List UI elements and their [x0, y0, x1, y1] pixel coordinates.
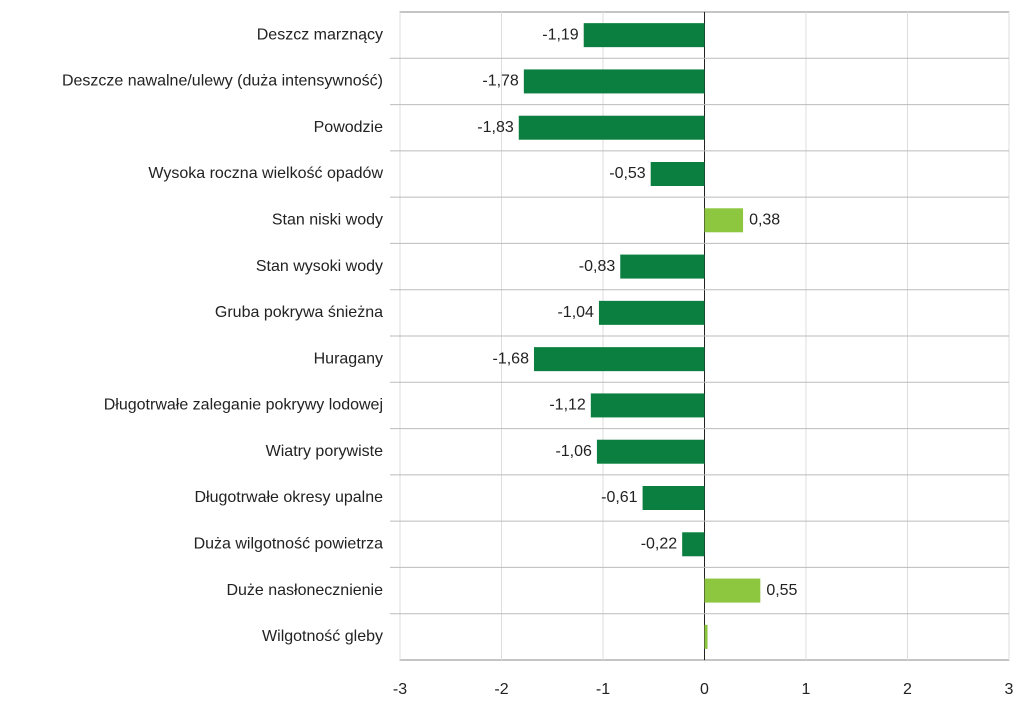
value-label: -0,53 — [609, 165, 646, 182]
value-label: -1,68 — [493, 350, 530, 367]
category-label: Wilgotność gleby — [262, 628, 383, 645]
value-label: -1,06 — [555, 443, 592, 460]
value-label: -0,22 — [641, 536, 678, 553]
value-label: 0,55 — [766, 582, 797, 599]
value-label: 0,38 — [749, 212, 780, 229]
bar — [590, 393, 705, 418]
x-tick-label: -2 — [494, 681, 508, 698]
category-label: Stan niski wody — [272, 212, 383, 229]
x-tick-label: 3 — [1005, 681, 1014, 698]
category-label: Deszcze nawalne/ulewy (duża intensywność… — [62, 73, 383, 90]
category-label: Wysoka roczna wielkość opadów — [148, 165, 383, 182]
category-label: Powodzie — [314, 119, 383, 136]
bar — [620, 254, 705, 279]
value-label: -0,83 — [579, 258, 616, 275]
bar — [704, 208, 744, 233]
bar — [598, 300, 705, 325]
x-tick-label: -1 — [596, 681, 610, 698]
category-label: Deszcz marznący — [257, 26, 383, 43]
value-label: -1,19 — [542, 26, 579, 43]
value-label: -1,83 — [477, 119, 514, 136]
value-label: -1,04 — [557, 304, 594, 321]
bar — [642, 486, 705, 510]
category-label: Gruba pokrywa śnieżna — [215, 304, 383, 321]
category-label: Długotrwałe zaleganie pokrywy lodowej — [104, 397, 383, 414]
bar — [650, 162, 705, 186]
x-tick-label: 0 — [700, 681, 709, 698]
value-label: -1,12 — [549, 397, 586, 414]
x-tick-label: 2 — [903, 681, 912, 698]
bar — [682, 532, 705, 557]
bar — [583, 23, 705, 48]
value-label: -1,78 — [482, 73, 519, 90]
x-tick-label: 1 — [802, 681, 811, 698]
category-label: Huragany — [314, 350, 383, 367]
category-label: Duże nasłonecznienie — [226, 582, 383, 599]
value-label: -0,61 — [601, 489, 638, 506]
bar — [533, 347, 705, 372]
category-label: Stan wysoki wody — [256, 258, 383, 275]
bar — [704, 578, 761, 603]
category-label: Długotrwałe okresy upalne — [194, 489, 383, 506]
bar — [596, 439, 705, 464]
bar — [518, 115, 705, 140]
category-label: Wiatry porywiste — [266, 443, 383, 460]
bar — [704, 624, 708, 649]
x-tick-label: -3 — [393, 681, 407, 698]
bar — [523, 69, 705, 94]
category-label: Duża wilgotność powietrza — [194, 536, 384, 553]
